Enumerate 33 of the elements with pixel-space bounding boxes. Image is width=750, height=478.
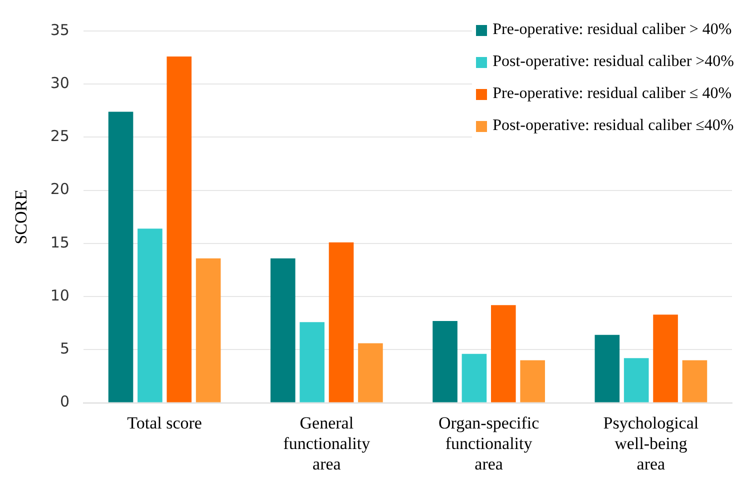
legend-label: Post-operative: residual caliber ≤40% [492, 117, 734, 135]
bar [196, 258, 221, 402]
legend-label: Pre-operative: residual caliber > 40% [492, 21, 732, 39]
bar [358, 343, 383, 402]
x-tick-label: General functionality area [283, 413, 371, 474]
bar [166, 56, 192, 402]
y-tick-label: 20 [50, 180, 70, 198]
bar [432, 321, 458, 402]
y-tick-label: 5 [60, 340, 70, 358]
bar [594, 334, 620, 402]
y-tick-label: 15 [50, 233, 70, 252]
legend-label: Post-operative: residual caliber >40% [492, 53, 734, 71]
bar [462, 354, 487, 402]
bar [108, 112, 134, 402]
bar [138, 228, 162, 402]
bar [270, 258, 296, 402]
x-tick-label: Psychological well-being area [603, 413, 699, 474]
y-axis-title: SCORE [12, 190, 31, 244]
bar [520, 360, 545, 402]
bar [328, 242, 354, 402]
y-tick-label: 10 [50, 286, 70, 304]
legend-label: Pre-operative: residual caliber ≤ 40% [492, 85, 732, 103]
bar [682, 360, 708, 402]
y-tick-label: 30 [50, 74, 70, 92]
y-tick-label: 25 [50, 127, 70, 146]
bar [300, 322, 324, 402]
bar [490, 305, 516, 402]
x-tick-label: Organ-specific functionality area [438, 413, 540, 474]
bar [624, 358, 649, 402]
bar [653, 314, 678, 402]
x-tick-label: Total score [127, 413, 202, 432]
y-tick-label: 0 [60, 392, 70, 411]
y-tick-label: 35 [50, 20, 70, 39]
